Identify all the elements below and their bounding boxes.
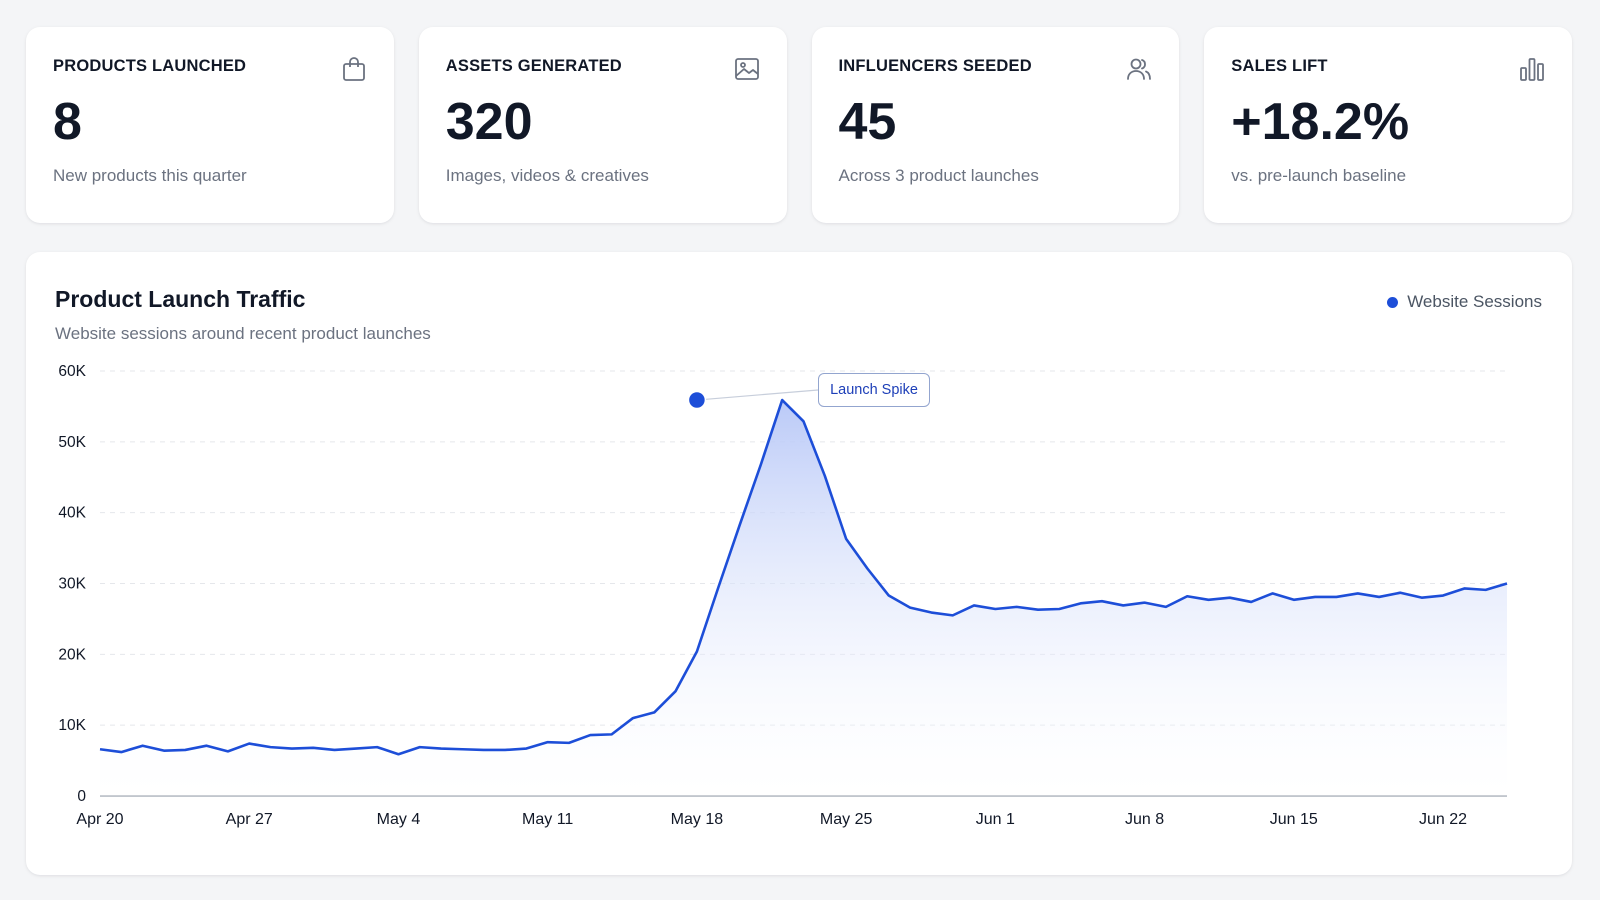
users-icon [1125,55,1153,83]
kpi-card-products-launched[interactable]: PRODUCTS LAUNCHED 8 New products this qu… [26,27,394,223]
chart-plot[interactable]: 0 10K 20K 30K 40K 50K 60K Apr 20 Apr 27 May 4 May … [26,252,1572,875]
bar-chart-icon [1518,55,1546,83]
kpi-label: INFLUENCERS SEEDED [838,57,1032,75]
kpi-subtext: Images, videos & creatives [445,166,649,185]
annotation-point [687,390,707,410]
x-tick-label: Jun 1 [976,811,1015,828]
annotation-connector [696,389,819,401]
x-tick-label: Jun 22 [1419,811,1467,828]
x-tick-label: May 18 [671,811,724,828]
legend-swatch [1387,296,1399,308]
kpi-card-assets-generated[interactable]: ASSETS GENERATED 320 Images, videos & cr… [418,27,787,223]
x-tick-label: Jun 15 [1270,811,1318,828]
chart-legend[interactable]: Website Sessions [1387,292,1542,312]
x-tick-label: Jun 8 [1125,811,1164,828]
x-tick-label: Apr 20 [76,811,123,828]
y-tick-label: 0 [77,788,86,805]
x-tick-label: May 11 [522,811,573,828]
x-tick-label: Apr 27 [226,811,273,828]
kpi-subtext: vs. pre-launch baseline [1231,166,1407,185]
x-tick-label: May 25 [820,811,873,828]
x-tick-label: May 4 [377,811,421,828]
image-icon [733,55,761,83]
chart-subtitle: Website sessions around recent product l… [55,324,431,343]
y-tick-label: 30K [58,576,86,593]
kpi-value: +18.2% [1231,93,1410,151]
chart-card: Product Launch Traffic Website sessions … [26,252,1572,875]
kpi-subtext: Across 3 product launches [838,166,1039,185]
y-tick-label: 50K [58,434,86,451]
kpi-value: 8 [53,93,82,151]
kpi-row: PRODUCTS LAUNCHED 8 New products this qu… [26,27,1572,223]
series-line [99,398,1508,756]
series-area [100,400,1507,796]
kpi-value: 320 [445,93,533,151]
kpi-value: 45 [838,93,897,151]
kpi-card-sales-lift[interactable]: SALES LIFT +18.2% vs. pre-launch baselin… [1204,27,1572,223]
y-tick-label: 20K [58,646,86,663]
kpi-card-influencers-seeded[interactable]: INFLUENCERS SEEDED 45 Across 3 product l… [811,27,1180,223]
kpi-label: ASSETS GENERATED [445,57,622,75]
annotation-launch-spike: Launch Spike [818,373,930,407]
kpi-label: SALES LIFT [1231,57,1328,75]
legend-label: Website Sessions [1407,292,1542,311]
kpi-subtext: New products this quarter [53,166,247,185]
shopping-bag-icon [340,55,368,83]
kpi-label: PRODUCTS LAUNCHED [53,57,247,75]
y-tick-label: 10K [58,717,86,734]
y-tick-label: 40K [58,505,86,522]
y-tick-label: 60K [58,363,86,380]
chart-title: Product Launch Traffic [55,286,306,312]
